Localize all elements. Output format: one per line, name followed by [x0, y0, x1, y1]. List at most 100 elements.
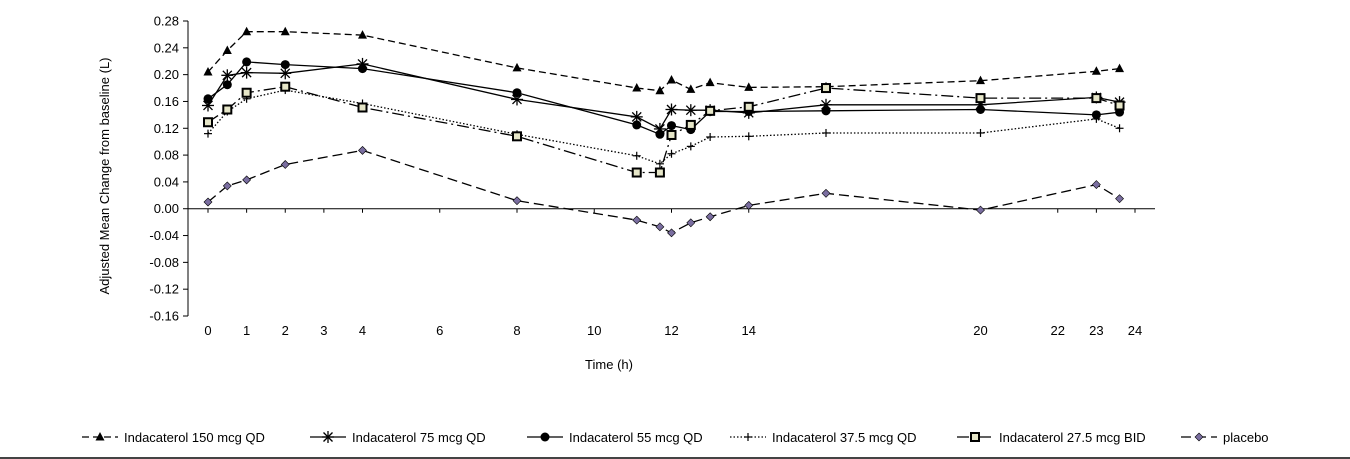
legend-marker-stroke [323, 432, 333, 442]
legend-label: Indacaterol 37.5 mcg QD [772, 430, 917, 445]
chart-series-layer [202, 26, 1126, 238]
y-tick-label: 0.04 [154, 174, 179, 189]
series-5 [203, 81, 1125, 178]
data-point [666, 129, 677, 140]
data-point [203, 94, 213, 104]
legend-item: Indacaterol 55 mcg QD [527, 430, 703, 445]
data-point [240, 66, 253, 79]
data-point [203, 117, 213, 128]
data-point [686, 142, 695, 151]
x-tick-label: 24 [1128, 323, 1142, 338]
data-point [822, 128, 830, 137]
x-tick-label: 12 [664, 323, 678, 338]
data-point [1092, 114, 1101, 123]
data-point [744, 132, 753, 141]
x-tick-label: 10 [587, 323, 601, 338]
data-point [280, 160, 290, 169]
y-tick-label: 0.20 [154, 67, 179, 82]
data-point [975, 93, 986, 104]
data-point [221, 69, 234, 82]
data-point [632, 215, 642, 225]
data-point [1091, 110, 1101, 120]
data-point [655, 85, 665, 95]
data-point [632, 120, 642, 130]
data-point-stroke [203, 100, 213, 111]
data-point [821, 188, 831, 198]
data-point [821, 106, 831, 116]
data-point-stroke [222, 70, 233, 81]
data-point [655, 159, 664, 168]
bottom-rule [0, 457, 1350, 459]
data-point [821, 83, 831, 94]
legend-label: Indacaterol 150 mcg QD [124, 430, 265, 445]
legend-label: Indacaterol 75 mcg QD [352, 430, 486, 445]
data-point [667, 121, 676, 131]
y-tick-label: 0.12 [154, 121, 179, 136]
y-tick-label: -0.16 [149, 309, 179, 324]
data-point [744, 82, 754, 91]
data-point [1091, 180, 1101, 190]
legend-marker [322, 431, 334, 443]
x-tick-label: 2 [282, 323, 289, 338]
data-point [655, 129, 665, 139]
data-point [1091, 93, 1102, 104]
data-point [222, 80, 232, 90]
data-point [705, 212, 715, 222]
data-point [222, 45, 232, 54]
data-point [512, 62, 522, 72]
data-point [511, 93, 523, 106]
x-tick-label: 1 [243, 323, 250, 338]
data-point [685, 119, 696, 130]
data-point [1114, 100, 1125, 111]
data-point [203, 197, 213, 207]
data-point [667, 149, 676, 158]
x-tick-label: 14 [742, 323, 756, 338]
data-point-stroke [512, 94, 522, 105]
y-tick-label: -0.08 [149, 255, 179, 270]
legend-label: Indacaterol 55 mcg QD [569, 430, 703, 445]
y-tick-label: 0.00 [154, 201, 179, 216]
data-point [976, 75, 985, 85]
legend-marker [970, 432, 980, 442]
data-point [1115, 124, 1124, 133]
x-tick-label: 22 [1051, 323, 1065, 338]
series-1 [203, 26, 1125, 95]
data-point [667, 75, 676, 84]
data-point [744, 200, 754, 210]
series-line [207, 61, 1120, 136]
data-point-stroke [280, 68, 291, 79]
data-point [1091, 66, 1101, 75]
data-point [655, 222, 665, 232]
data-point [686, 84, 696, 93]
data-point [976, 105, 985, 114]
data-point-stroke [666, 104, 677, 115]
data-point [632, 151, 641, 160]
data-point [279, 67, 292, 80]
data-point [280, 60, 290, 70]
y-axis-label: Adjusted Mean Change from baseline (L) [97, 57, 112, 294]
x-tick-label: 8 [513, 323, 520, 338]
data-point [242, 26, 252, 36]
series-line [207, 86, 1120, 174]
data-point-stroke [631, 111, 642, 122]
legend-marker [95, 432, 105, 441]
data-point [280, 81, 291, 92]
chart-legend: Indacaterol 150 mcg QD Indacaterol 75 mcg… [82, 430, 1269, 445]
y-tick-label: 0.16 [154, 94, 179, 109]
data-point [743, 101, 754, 112]
legend-marker [1194, 432, 1204, 442]
data-point [241, 87, 252, 98]
legend-item: placebo [1181, 430, 1269, 445]
data-point [705, 77, 715, 87]
x-tick-label: 20 [973, 323, 987, 338]
data-point [358, 30, 367, 39]
x-tick-label: 6 [436, 323, 443, 338]
legend-item: Indacaterol 37.5 mcg QD [730, 430, 917, 445]
data-point [358, 145, 367, 155]
data-point [512, 196, 522, 206]
data-point [667, 228, 676, 238]
series-6 [203, 145, 1124, 238]
data-point [1115, 194, 1124, 204]
legend-label: placebo [1223, 430, 1269, 445]
